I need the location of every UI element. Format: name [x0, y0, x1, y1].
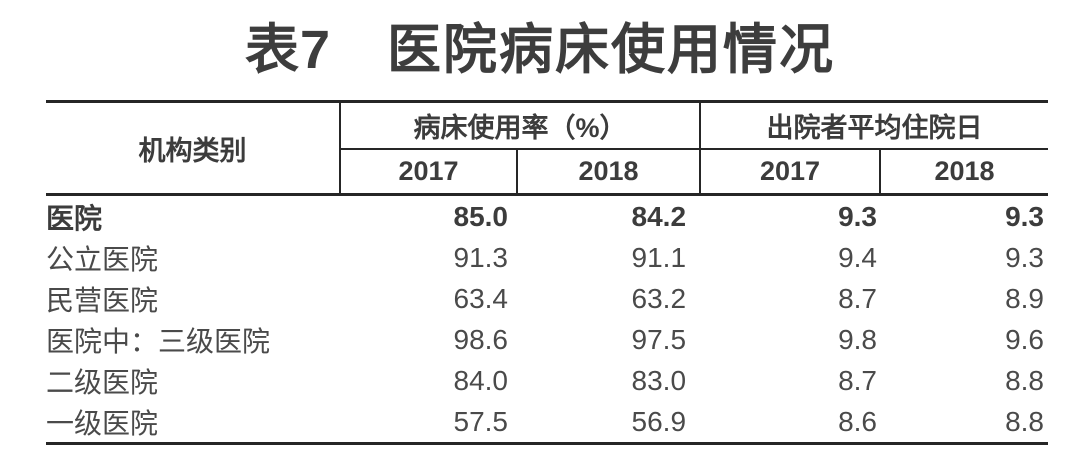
- table-header: 机构类别 病床使用率（%） 出院者平均住院日 2017 2018 2017 20…: [46, 101, 1049, 195]
- value-cell: 97.5: [631, 323, 687, 355]
- header-year-stay-2018: 2018: [934, 156, 995, 186]
- header-group-row: 机构类别 病床使用率（%） 出院者平均住院日: [46, 101, 1049, 195]
- header-bed-utilization-rate: 病床使用率（%）: [340, 101, 702, 150]
- table-title-text: 医院病床使用情况: [387, 20, 836, 80]
- row-label-cell: 二级医院: [46, 366, 159, 398]
- header-year-row: 2017 2018 2017 2018: [46, 149, 1048, 195]
- table-row: 公立医院 91.3 91.1 9.4 9.3: [46, 237, 1048, 278]
- table-row: 二级医院 84.0 83.0 8.7 8.8: [46, 360, 1048, 401]
- value-cell: 91.1: [631, 241, 687, 273]
- value-cell: 8.8: [1005, 364, 1045, 396]
- value-cell: 9.6: [1005, 323, 1045, 355]
- value-cell: 91.3: [453, 241, 509, 273]
- hospital-bed-usage-table: 机构类别 病床使用率（%） 出院者平均住院日 2017 2018 2017 20…: [46, 100, 1049, 445]
- header-avg-length-of-stay: 出院者平均住院日: [700, 101, 1049, 150]
- value-cell: 98.6: [453, 323, 509, 355]
- table-row: 医院中：三级医院 98.6 97.5 9.8 9.6: [46, 319, 1048, 360]
- value-cell: 84.2: [631, 200, 687, 232]
- row-label-cell: 医院中：三级医院: [46, 325, 271, 357]
- header-year-utilization-2017: 2017: [340, 149, 518, 195]
- header-year-utilization-2018: 2018: [517, 149, 702, 195]
- value-cell: 56.9: [631, 405, 687, 437]
- value-cell: 84.0: [453, 364, 509, 396]
- header-year-stay-2017: 2017: [700, 149, 882, 195]
- table-row: 一级医院 57.5 56.9 8.6 8.8: [46, 401, 1048, 444]
- value-cell: 9.8: [838, 323, 878, 355]
- table-row: 民营医院 63.4 63.2 8.7 8.9: [46, 278, 1048, 319]
- row-label-cell: 医院: [46, 202, 103, 234]
- value-cell: 63.2: [631, 282, 687, 314]
- row-label-cell: 一级医院: [46, 407, 159, 439]
- value-cell: 9.3: [1005, 241, 1045, 273]
- value-cell: 8.7: [838, 282, 878, 314]
- value-cell: 57.5: [453, 405, 509, 437]
- row-label-cell: 公立医院: [46, 243, 159, 275]
- value-cell: 8.9: [1005, 282, 1045, 314]
- value-cell: 9.3: [1005, 200, 1045, 232]
- table-body: 医院 85.0 84.2 9.3 9.3 公立医院 91.3 91.1 9.4 9.3 民营医院 63…: [46, 195, 1048, 444]
- value-cell: 9.3: [838, 200, 878, 232]
- value-cell: 9.4: [838, 241, 878, 273]
- value-cell: 85.0: [453, 200, 509, 232]
- row-label-cell: 民营医院: [46, 284, 159, 316]
- value-cell: 8.6: [838, 405, 878, 437]
- value-cell: 83.0: [631, 364, 687, 396]
- page-title: 表7 医院病床使用情况: [0, 0, 1080, 96]
- value-cell: 8.8: [1005, 405, 1045, 437]
- table-row: 医院 85.0 84.2 9.3 9.3: [46, 195, 1048, 238]
- value-cell: 63.4: [453, 282, 509, 314]
- header-institution-type: 机构类别: [46, 101, 341, 195]
- value-cell: 8.7: [838, 364, 878, 396]
- table-number-label: 表7: [244, 20, 332, 80]
